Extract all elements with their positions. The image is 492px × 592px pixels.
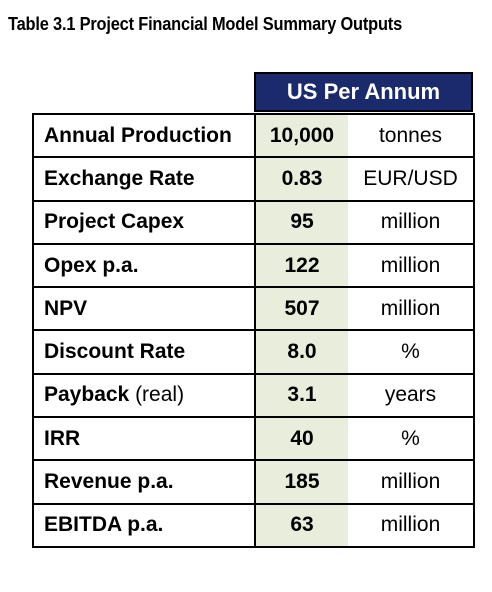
row-value: 8.0	[254, 329, 348, 375]
row-unit: million	[348, 502, 475, 548]
row-value: 507	[254, 286, 348, 332]
table-row: Revenue p.a. 185 million	[32, 459, 475, 505]
row-value: 10,000	[254, 112, 348, 159]
row-label: Annual Production	[32, 112, 256, 159]
row-unit: tonnes	[348, 112, 475, 159]
table-caption: Table 3.1 Project Financial Model Summar…	[8, 14, 403, 34]
table-row: Payback (real) 3.1 years	[32, 372, 475, 419]
table-row: NPV 507 million	[32, 286, 475, 332]
row-unit: million	[348, 459, 475, 505]
table-row: Project Capex 95 million	[32, 199, 475, 245]
column-header: US Per Annum	[254, 72, 473, 112]
row-unit: years	[348, 372, 475, 419]
row-label-suffix: (real)	[129, 383, 185, 407]
row-label: IRR	[32, 416, 256, 462]
row-label-text: Opex p.a.	[44, 253, 139, 277]
row-value: 185	[254, 459, 348, 505]
row-label-text: IRR	[44, 426, 81, 450]
row-label: Exchange Rate	[32, 156, 256, 202]
row-label: NPV	[32, 286, 256, 332]
row-label: Opex p.a.	[32, 242, 256, 289]
row-label-text: Project Capex	[44, 210, 185, 234]
table-row: Annual Production 10,000 tonnes	[32, 112, 475, 159]
financial-summary-table: Annual Production 10,000 tonnes Exchange…	[32, 112, 475, 548]
row-label-text: EBITDA p.a.	[44, 513, 164, 537]
table-row: EBITDA p.a. 63 million	[32, 502, 475, 548]
row-value: 0.83	[254, 156, 348, 202]
row-label-text: Revenue p.a.	[44, 470, 174, 494]
row-unit: %	[348, 416, 475, 462]
row-label-text: Annual Production	[44, 123, 232, 147]
row-label: Discount Rate	[32, 329, 256, 375]
table-row: IRR 40 %	[32, 416, 475, 462]
row-label-text: Exchange Rate	[44, 166, 195, 190]
row-value: 95	[254, 199, 348, 245]
row-value: 122	[254, 242, 348, 289]
row-label-text: NPV	[44, 296, 88, 320]
row-unit: EUR/USD	[348, 156, 475, 202]
row-label: Payback (real)	[32, 372, 256, 419]
row-unit: million	[348, 242, 475, 289]
row-label-text: Payback	[44, 383, 130, 407]
row-unit: million	[348, 286, 475, 332]
row-label-text: Discount Rate	[44, 340, 186, 364]
row-unit: million	[348, 199, 475, 245]
row-value: 63	[254, 502, 348, 548]
row-value: 3.1	[254, 372, 348, 419]
row-unit: %	[348, 329, 475, 375]
row-label: Project Capex	[32, 199, 256, 245]
row-value: 40	[254, 416, 348, 462]
column-header-label: US Per Annum	[286, 79, 441, 104]
row-label: EBITDA p.a.	[32, 502, 256, 548]
table-row: Discount Rate 8.0 %	[32, 329, 475, 375]
table-row: Exchange Rate 0.83 EUR/USD	[32, 156, 475, 202]
table-row: Opex p.a. 122 million	[32, 242, 475, 289]
row-label: Revenue p.a.	[32, 459, 256, 505]
